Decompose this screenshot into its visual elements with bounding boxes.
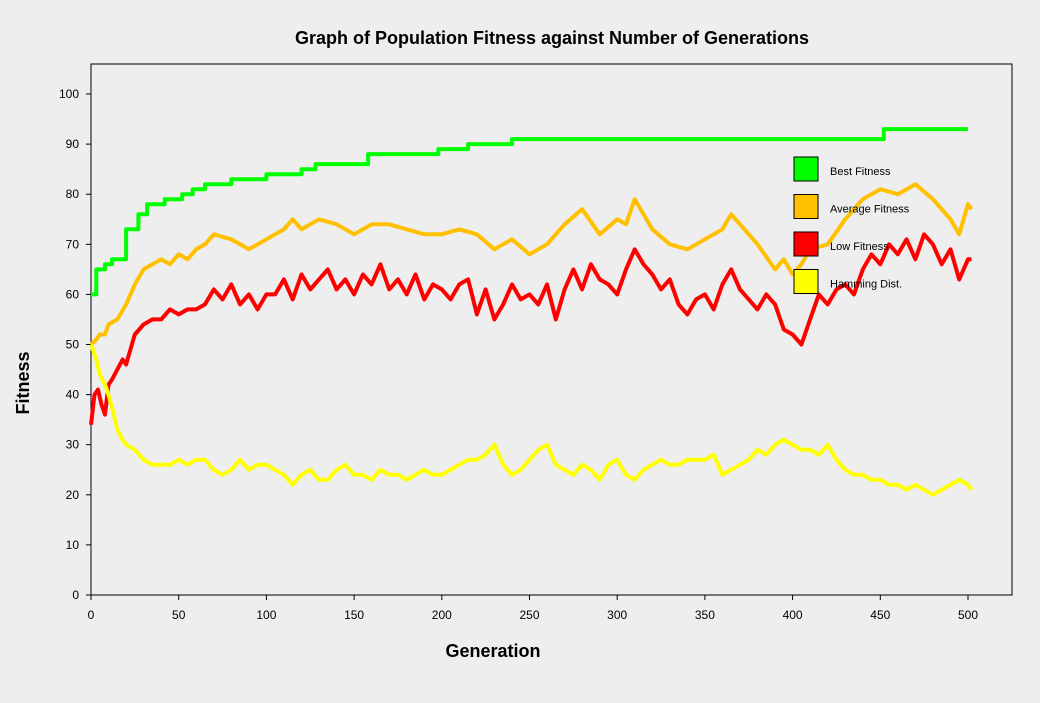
- y-tick-label: 0: [72, 588, 79, 602]
- x-tick-label: 300: [607, 608, 627, 622]
- x-tick-label: 150: [344, 608, 364, 622]
- x-axis: 0 50 100 150 200 250 300 350 400 450 500: [88, 595, 978, 622]
- y-tick-label: 40: [66, 388, 80, 402]
- legend-label-best-fitness: Best Fitness: [830, 166, 891, 178]
- legend-swatch-hamming-dist: [793, 269, 819, 294]
- low-fitness-series-line: [89, 232, 972, 425]
- y-tick-label: 90: [66, 137, 80, 151]
- legend-label-average-fitness: Average Fitness: [830, 204, 910, 216]
- hamming-dist-series-line: [89, 343, 974, 497]
- series-layer: [89, 127, 974, 497]
- y-tick-label: 80: [66, 187, 80, 201]
- plot-area: [90, 63, 1013, 596]
- legend-swatch-low-fitness: [793, 231, 819, 257]
- y-tick-label: 10: [66, 538, 80, 552]
- legend-label-low-fitness: Low Fitness: [830, 241, 889, 253]
- x-tick-label: 250: [519, 608, 539, 622]
- x-axis-label: Generation: [445, 641, 540, 661]
- x-tick-label: 500: [958, 608, 978, 622]
- x-tick-label: 200: [432, 608, 452, 622]
- x-tick-label: 350: [695, 608, 715, 622]
- x-tick-label: 400: [783, 608, 803, 622]
- y-tick-label: 20: [66, 488, 80, 502]
- x-tick-label: 450: [870, 608, 890, 622]
- best-fitness-series-line: [91, 127, 968, 297]
- legend-swatch-best-fitness: [793, 156, 819, 182]
- x-tick-label: 50: [172, 608, 186, 622]
- y-axis: 0 10 20 30 40 50 60 70 80 90 100: [59, 87, 91, 602]
- legend-swatch-average-fitness: [793, 194, 819, 219]
- y-tick-label: 60: [66, 287, 80, 301]
- chart-title: Graph of Population Fitness against Numb…: [295, 28, 809, 48]
- legend: Best Fitness Average Fitness Low Fitness Ha…: [793, 156, 910, 294]
- y-tick-label: 70: [66, 237, 80, 251]
- x-tick-label: 100: [256, 608, 276, 622]
- y-tick-label: 30: [66, 438, 80, 452]
- y-axis-label: Fitness: [13, 351, 33, 414]
- y-tick-label: 50: [66, 338, 80, 352]
- x-tick-label: 0: [88, 608, 95, 622]
- legend-label-hamming-dist: Hamming Dist.: [830, 279, 902, 291]
- y-tick-label: 100: [59, 87, 79, 101]
